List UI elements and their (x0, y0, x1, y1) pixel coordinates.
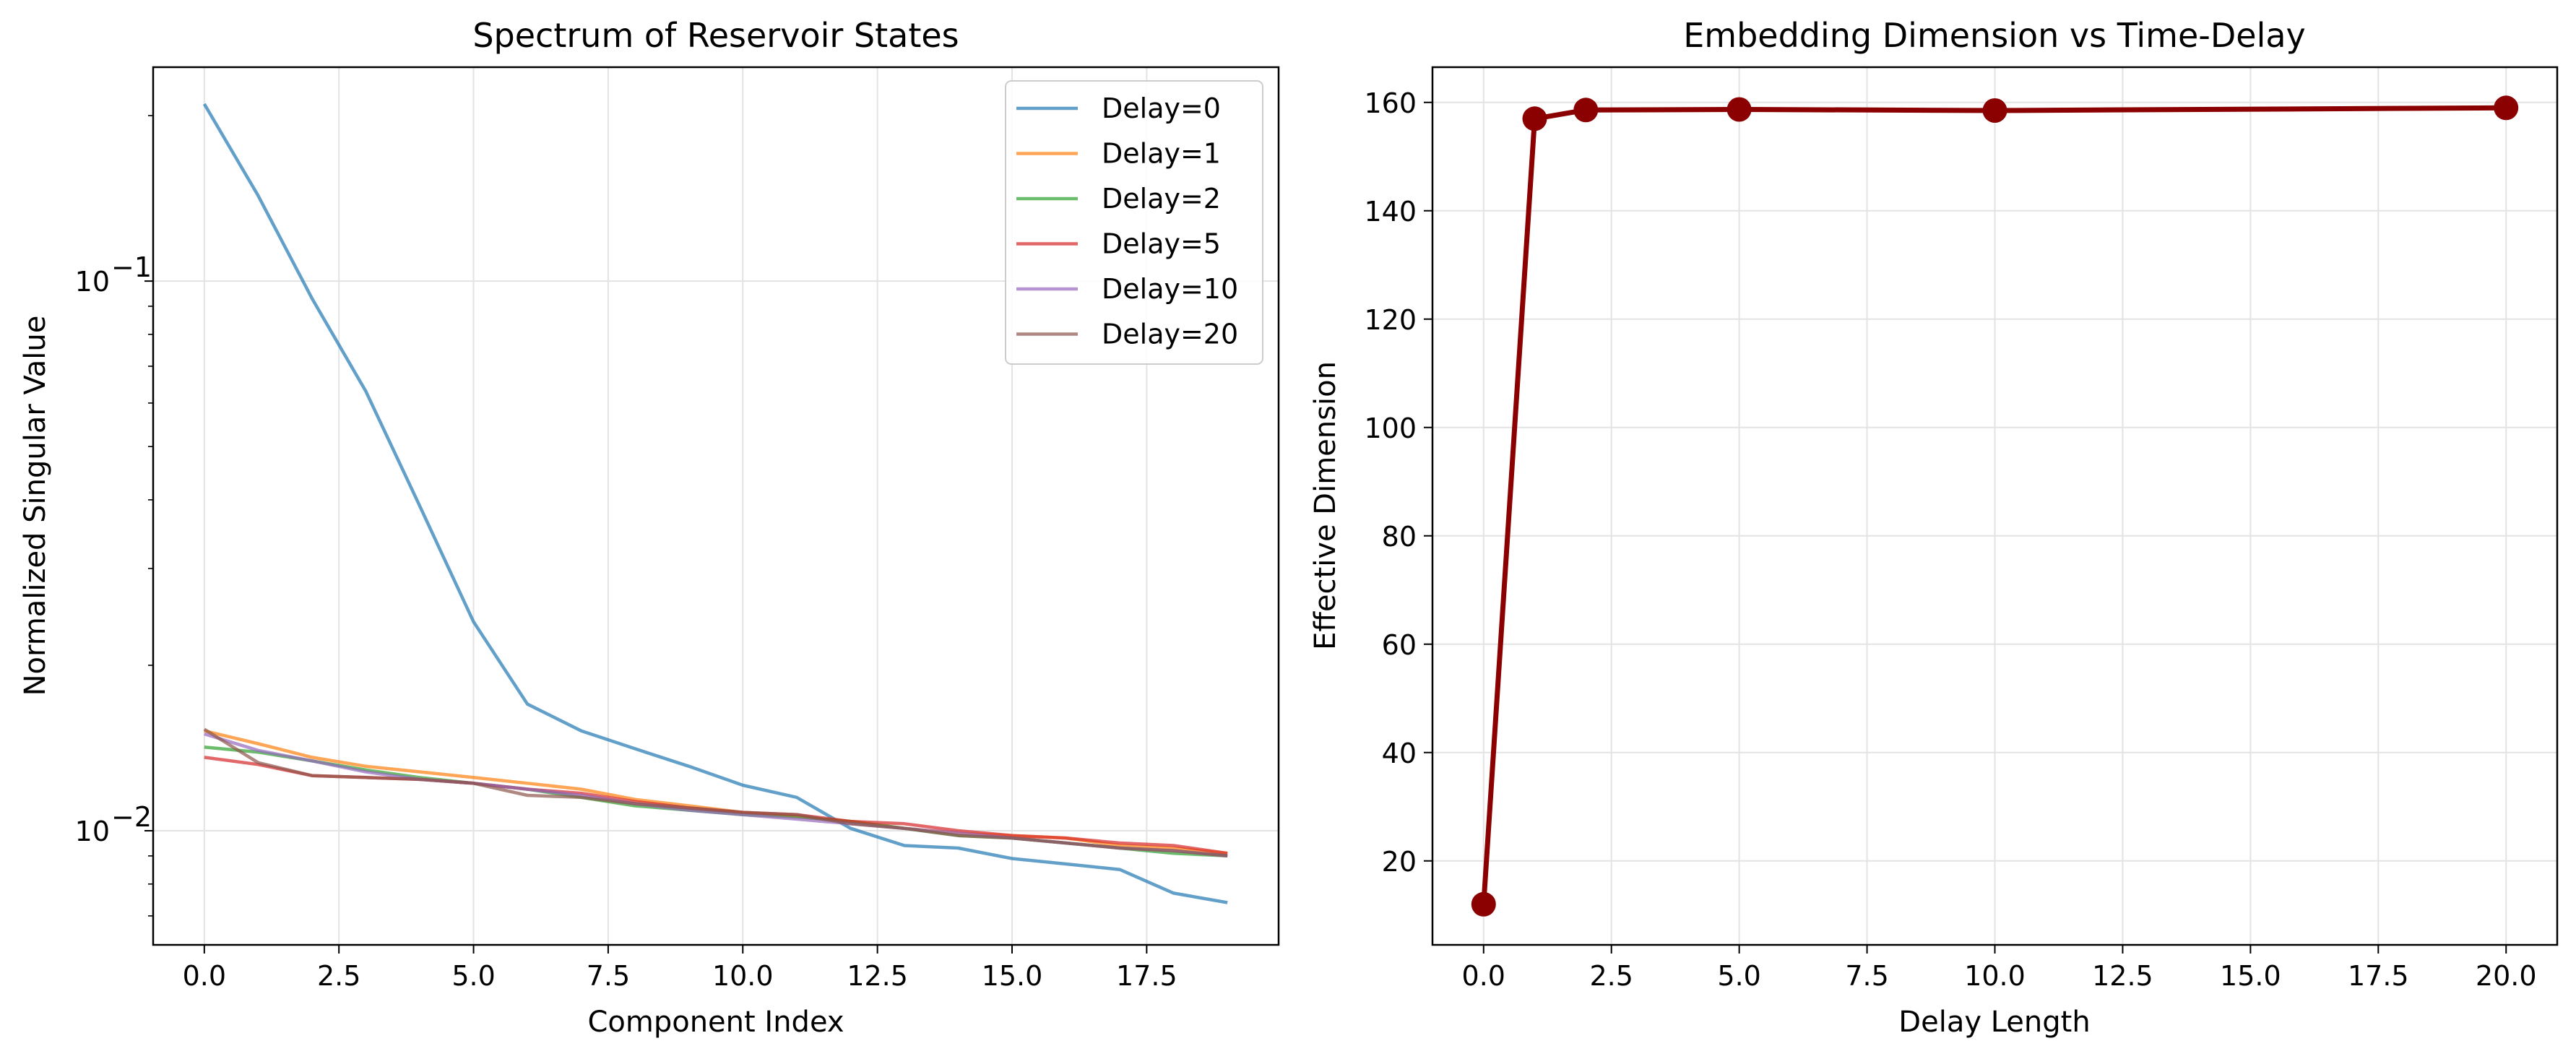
spectrum-legend: Delay=0 Delay=1 Delay=2 Delay=5 Delay=10 Dela… (1005, 80, 1263, 365)
spectrum-x-tick-label: 15.0 (982, 960, 1043, 992)
embedding-y-tick-label: 80 (1382, 521, 1417, 553)
embedding-y-tick-label: 60 (1382, 629, 1417, 661)
spectrum-series (202, 103, 1228, 904)
embedding-line (1481, 105, 2507, 905)
spectrum-x-tick-label: 10.0 (712, 960, 774, 992)
embedding-x-tick-label: 17.5 (2348, 960, 2409, 992)
legend-label: Delay=5 (1102, 228, 1221, 260)
embedding-y-tick-label: 100 (1364, 412, 1417, 444)
spectrum-y-tick-label: 10 (75, 266, 110, 298)
legend-label: Delay=10 (1102, 273, 1238, 305)
series-line-delay-20 (203, 727, 1228, 858)
spectrum-x-tick-label: 17.5 (1116, 960, 1177, 992)
embedding-y-axis-label: Effective Dimension (1309, 361, 1342, 650)
embedding-title: Embedding Dimension vs Time-Delay (1683, 16, 2306, 55)
embedding-y-tick-label: 40 (1382, 738, 1417, 769)
embedding-x-axis-label: Delay Length (1898, 1006, 2090, 1039)
spectrum-x-tick-label: 0.0 (183, 960, 226, 992)
embedding-axes-frame (1431, 66, 2559, 946)
spectrum-chart: 0.0 2.5 5.0 7.5 10.0 12.5 15.0 17.510−210−1 Spe… (19, 16, 1280, 1039)
embedding-series (1471, 95, 2519, 917)
spectrum-x-tick-label: 12.5 (847, 960, 908, 992)
embedding-x-tick-label: 20.0 (2476, 960, 2537, 992)
spectrum-y-tick-exponent: −1 (111, 251, 152, 283)
legend-label: Delay=20 (1102, 319, 1238, 350)
embedding-point (1573, 98, 1599, 123)
embedding-point (1471, 891, 1496, 917)
embedding-grid (1432, 67, 2557, 945)
embedding-y-tick-label: 120 (1364, 304, 1417, 336)
legend-label: Delay=1 (1102, 138, 1221, 170)
spectrum-x-tick-label: 5.0 (451, 960, 495, 992)
embedding-point (1522, 106, 1547, 131)
embedding-point (2494, 95, 2519, 121)
embedding-y-tick-label: 20 (1382, 846, 1417, 878)
embedding-x-tick-label: 12.5 (2092, 960, 2153, 992)
legend-frame (1005, 80, 1263, 365)
embedding-point (1726, 97, 1752, 122)
embedding-x-tick-label: 10.0 (1964, 960, 2026, 992)
embedding-x-tick-label: 0.0 (1462, 960, 1505, 992)
series-line-delay-0 (202, 103, 1228, 904)
spectrum-axes-frame (152, 66, 1280, 946)
legend-label: Delay=2 (1102, 183, 1221, 215)
embedding-point (1982, 98, 2007, 123)
spectrum-ticks: 0.0 2.5 5.0 7.5 10.0 12.5 15.0 17.510−210−1 (75, 115, 1177, 992)
embedding-x-tick-label: 5.0 (1717, 960, 1760, 992)
embedding-chart: 0.0 2.5 5.0 7.5 10.0 12.5 15.0 17.5 20.0 20 40 60 80… (1309, 16, 2559, 1039)
spectrum-y-tick-exponent: −2 (111, 801, 152, 833)
embedding-x-tick-label: 2.5 (1589, 960, 1633, 992)
spectrum-y-axis-label: Normalized Singular Value (19, 316, 52, 696)
legend-label: Delay=0 (1102, 92, 1221, 124)
spectrum-title: Spectrum of Reservoir States (472, 16, 959, 55)
spectrum-x-tick-label: 2.5 (317, 960, 360, 992)
embedding-x-tick-label: 7.5 (1845, 960, 1888, 992)
embedding-y-tick-label: 140 (1364, 196, 1417, 228)
embedding-x-tick-label: 15.0 (2220, 960, 2281, 992)
spectrum-x-axis-label: Component Index (587, 1006, 844, 1039)
spectrum-y-tick-label: 10 (75, 816, 110, 847)
spectrum-x-tick-label: 7.5 (587, 960, 630, 992)
embedding-ticks: 0.0 2.5 5.0 7.5 10.0 12.5 15.0 17.5 20.0 20 40 60 80… (1364, 87, 2536, 992)
embedding-y-tick-label: 160 (1364, 87, 1417, 119)
